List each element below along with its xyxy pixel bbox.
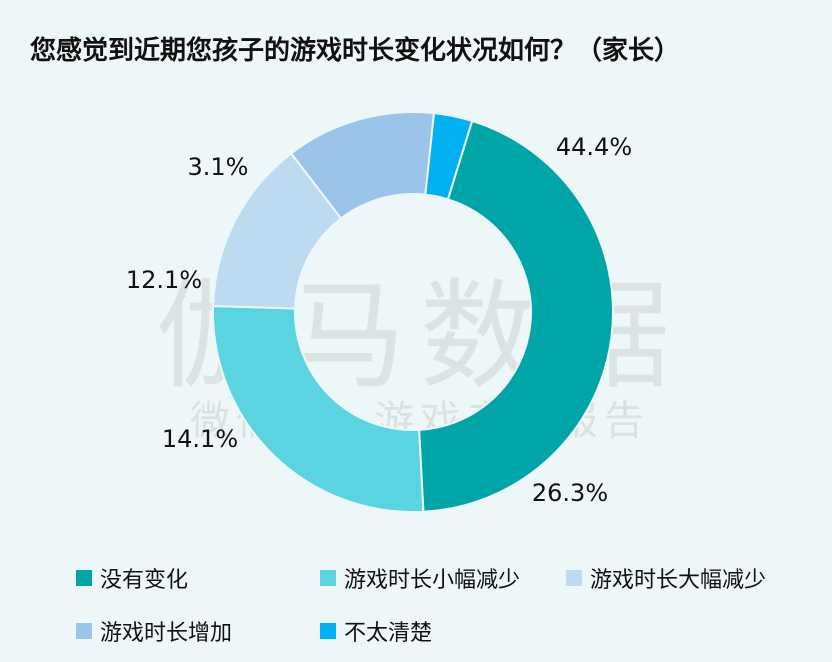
slice-value-label: 3.1% bbox=[188, 153, 249, 181]
slice-value-label: 14.1% bbox=[162, 425, 238, 453]
slice-value-label: 44.4% bbox=[556, 133, 632, 161]
slice-value-label: 12.1% bbox=[126, 266, 202, 294]
legend-label: 游戏时长小幅减少 bbox=[344, 568, 521, 593]
slice-value-label: 26.3% bbox=[532, 479, 608, 507]
legend-label: 游戏时长大幅减少 bbox=[590, 568, 767, 593]
legend-item: 不太清楚 bbox=[320, 615, 432, 647]
legend-swatch bbox=[320, 570, 336, 586]
legend-item: 游戏时长大幅减少 bbox=[566, 562, 766, 594]
legend-label: 没有变化 bbox=[100, 568, 189, 593]
legend-swatch bbox=[76, 623, 92, 639]
legend-label: 游戏时长增加 bbox=[100, 621, 233, 646]
legend-item: 游戏时长增加 bbox=[76, 615, 232, 647]
donut-slice bbox=[212, 305, 425, 513]
legend-item: 游戏时长小幅减少 bbox=[320, 562, 520, 594]
legend-swatch bbox=[566, 570, 582, 586]
legend-swatch bbox=[76, 570, 92, 586]
donut-slice bbox=[418, 119, 614, 513]
donut-slice bbox=[424, 112, 474, 201]
legend-swatch bbox=[320, 623, 336, 639]
chart-title: 您感觉到近期您孩子的游戏时长变化状况如何？（家长） bbox=[30, 36, 681, 66]
legend-item: 没有变化 bbox=[76, 562, 188, 594]
legend-label: 不太清楚 bbox=[344, 621, 433, 646]
